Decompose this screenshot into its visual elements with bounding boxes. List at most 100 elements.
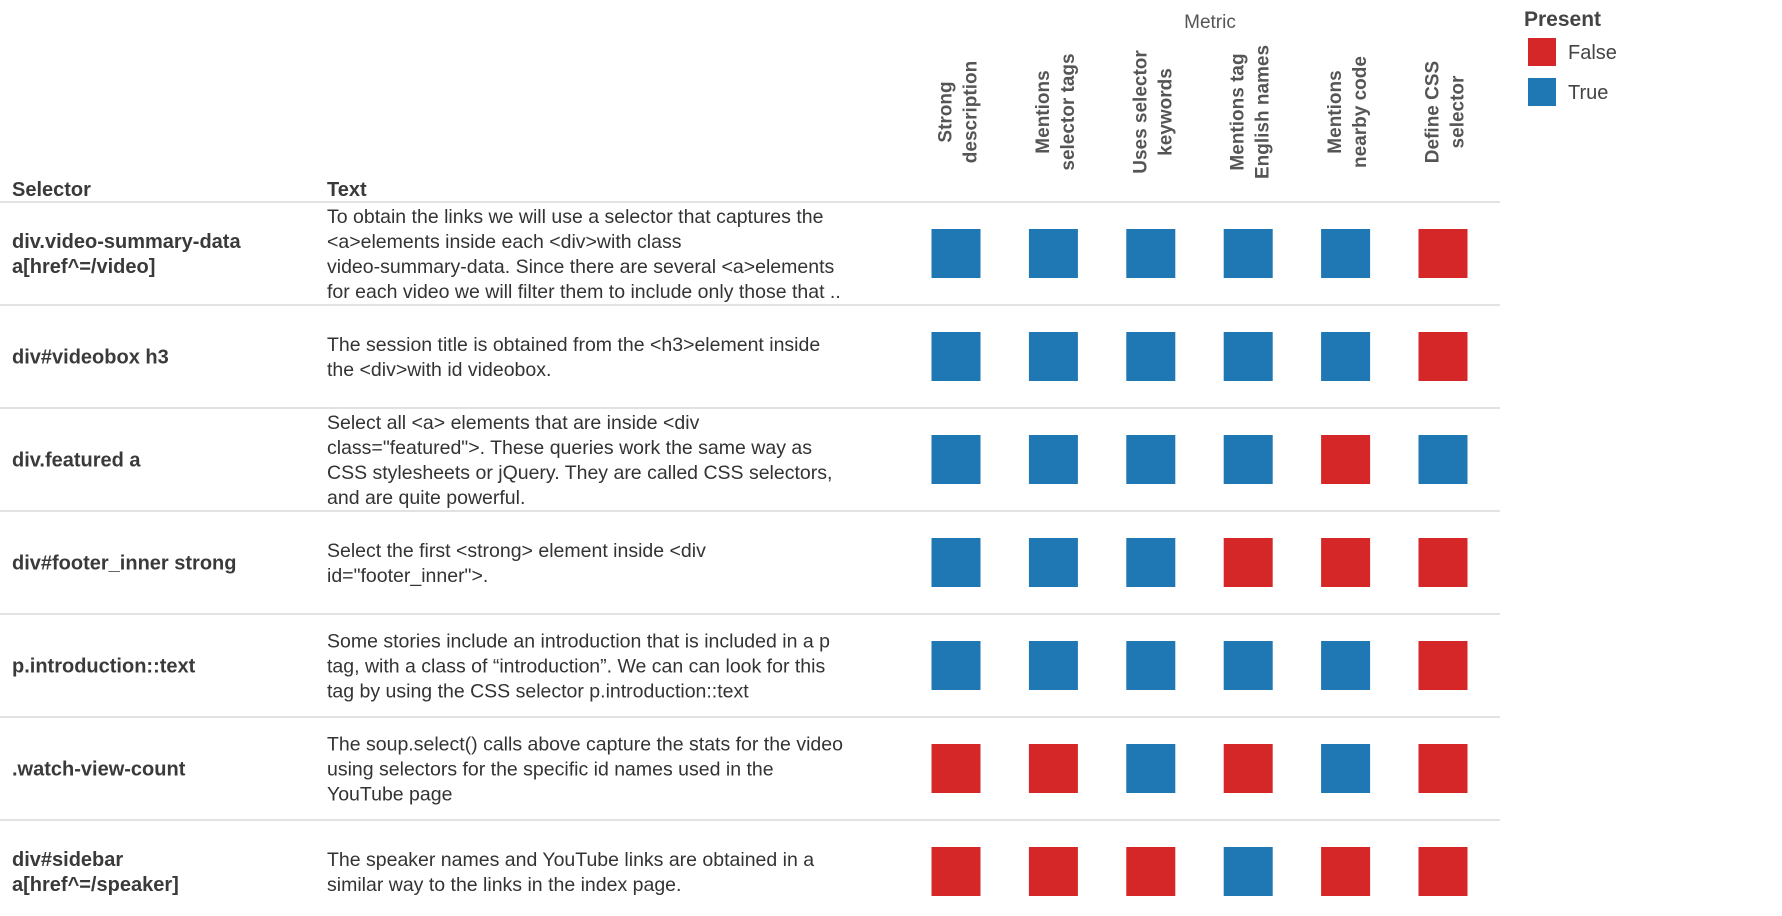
selector-label: div#footer_inner strong (12, 553, 236, 575)
row-text: Some stories include an introduction tha… (327, 631, 830, 653)
metric-label-line: nearby code (1350, 56, 1371, 168)
row-text: tag by using the CSS selector p.introduc… (327, 681, 749, 703)
heatmap-cell-true (1223, 229, 1273, 278)
heatmap-cell-true (931, 538, 981, 587)
metric-label-line: selector tags (1058, 53, 1079, 170)
row-text: CSS stylesheets or jQuery. They are call… (327, 462, 832, 484)
row-text: The session title is obtained from the <… (327, 334, 820, 356)
legend-swatch-true (1528, 78, 1556, 106)
table-row: div.video-summary-data a[href^=/video] To … (0, 206, 1500, 306)
selector-label: .watch-view-count (12, 759, 186, 781)
heatmap-cell-true (1028, 538, 1078, 587)
metric-label-5: Mentions nearby code (1325, 56, 1371, 168)
row-text: The soup.select() calls above capture th… (327, 734, 843, 756)
heatmap-cell-true (1028, 332, 1078, 381)
selector-label: div.video-summary-data (12, 231, 241, 253)
metric-label-line: Define CSS (1423, 61, 1444, 163)
selector-column-header: Selector (12, 179, 91, 201)
row-text: for each video we will filter them to in… (327, 281, 841, 303)
heatmap-cell-true (931, 332, 981, 381)
metric-label-line: Mentions (1325, 70, 1346, 153)
selector-label: a[href^=/speaker] (12, 874, 179, 896)
table-row: div#footer_inner strong Select the first … (0, 538, 1500, 615)
metric-label-2: Mentions selector tags (1033, 53, 1079, 170)
heatmap-cell-true (931, 641, 981, 690)
heatmap-cell-true (1126, 332, 1176, 381)
legend-label-true: True (1568, 82, 1608, 104)
heatmap-cell-true (1126, 538, 1176, 587)
selector-label: p.introduction::text (12, 656, 196, 678)
heatmap-cell-false (1223, 538, 1273, 587)
row-text: Select all <a> elements that are inside … (327, 412, 700, 434)
heatmap-cell-true (1418, 435, 1468, 484)
text-column-header: Text (327, 179, 367, 201)
heatmap-cell-false (931, 744, 981, 793)
heatmap-cell-false (1418, 229, 1468, 278)
metric-label-line: description (961, 61, 982, 163)
row-text: using selectors for the specific id name… (327, 759, 774, 781)
heatmap-cell-true (1126, 435, 1176, 484)
heatmap-cell-false (1418, 538, 1468, 587)
table-row: .watch-view-count The soup.select() calls… (0, 734, 1500, 821)
metric-label-6: Define CSS selector (1423, 61, 1469, 163)
selector-label: a[href^=/video] (12, 256, 155, 278)
heatmap-cell-true (1223, 435, 1273, 484)
row-text: tag, with a class of “introduction”. We … (327, 656, 825, 678)
row-text: the <div>with id videobox. (327, 359, 551, 381)
metric-label-line: selector (1448, 75, 1469, 148)
metric-label-line: English names (1253, 45, 1274, 179)
heatmap-cell-true (1028, 229, 1078, 278)
heatmap-cell-false (1418, 332, 1468, 381)
row-text: To obtain the links we will use a select… (327, 206, 823, 228)
row-text: class="featured">. These queries work th… (327, 437, 812, 459)
row-text: YouTube page (327, 784, 452, 806)
heatmap-cell-false (1028, 847, 1078, 896)
heatmap-cell-false (1418, 641, 1468, 690)
row-text: video-summary-data. Since there are seve… (327, 256, 834, 278)
metric-label-4: Mentions tag English names (1228, 45, 1274, 179)
metric-label-line: Mentions (1033, 70, 1054, 153)
selector-label: div#videobox h3 (12, 347, 169, 369)
heatmap-cell-true (1028, 435, 1078, 484)
metric-label-line: Mentions tag (1228, 53, 1249, 170)
metric-label-1: Strong description (936, 61, 982, 163)
metric-label-line: Strong (936, 81, 957, 142)
heatmap-cell-true (1126, 229, 1176, 278)
legend-title: Present (1524, 8, 1601, 31)
legend: Present False True (1524, 8, 1617, 106)
metric-label-3: Uses selector keywords (1130, 50, 1176, 174)
heatmap-cell-true (1223, 641, 1273, 690)
legend-swatch-false (1528, 38, 1556, 66)
heatmap-cell-false (931, 847, 981, 896)
row-text: Select the first <strong> element inside… (327, 540, 706, 562)
row-text: similar way to the links in the index pa… (327, 874, 681, 896)
heatmap-cell-true (1321, 641, 1371, 690)
metric-label-line: Uses selector (1130, 50, 1151, 174)
heatmap-cell-true (1321, 744, 1371, 793)
heatmap-cell-false (1321, 847, 1371, 896)
row-text: and are quite powerful. (327, 487, 525, 509)
heatmap-cell-false (1028, 744, 1078, 793)
table-row: div.featured a Select all <a> elements th… (0, 412, 1500, 512)
row-text: The speaker names and YouTube links are … (327, 849, 814, 871)
heatmap-cell-false (1321, 435, 1371, 484)
heatmap-cell-true (1223, 332, 1273, 381)
table-row: p.introduction::text Some stories include… (0, 631, 1500, 718)
selector-label: div#sidebar (12, 849, 123, 871)
heatmap-cell-false (1321, 538, 1371, 587)
heatmap-cell-true (1321, 229, 1371, 278)
heatmap-cell-true (931, 435, 981, 484)
heatmap-cell-true (1126, 641, 1176, 690)
table-row: div#sidebar a[href^=/speaker] The speaker … (12, 847, 1468, 896)
table-row: div#videobox h3 The session title is obta… (0, 332, 1500, 409)
heatmap-cell-true (1223, 847, 1273, 896)
heatmap-cell-false (1126, 847, 1176, 896)
heatmap-cell-false (1418, 847, 1468, 896)
row-text: id="footer_inner">. (327, 565, 488, 587)
heatmap-cell-false (1223, 744, 1273, 793)
heatmap-cell-true (1321, 332, 1371, 381)
row-text: <a>elements inside each <div>with class (327, 231, 682, 253)
legend-label-false: False (1568, 42, 1617, 64)
heatmap-cell-false (1418, 744, 1468, 793)
